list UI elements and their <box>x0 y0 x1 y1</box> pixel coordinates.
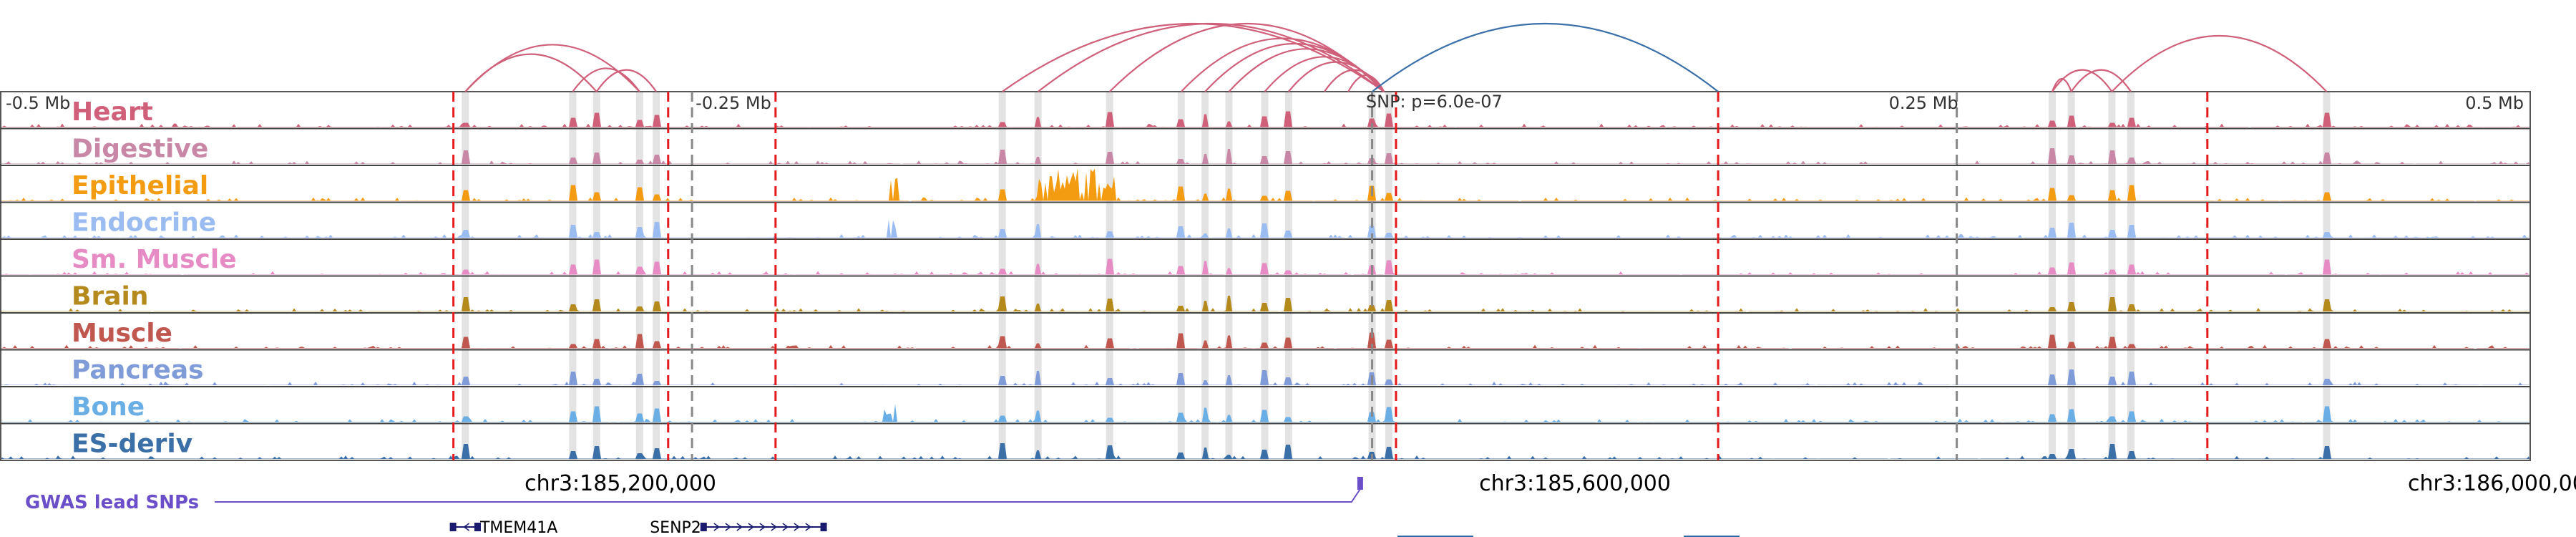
strand-arrow <box>748 523 755 531</box>
signal-digestive <box>0 148 2529 164</box>
strand-arrow <box>759 523 766 531</box>
strand-arrow <box>736 523 743 531</box>
loop-arc <box>572 67 640 92</box>
loop-arc <box>1371 22 1719 92</box>
snp-pvalue-label: SNP: p=6.0e-07 <box>1366 92 1503 112</box>
signal-endocrine <box>0 219 2529 238</box>
gene-track: TMEM41ASENP2LIPHIGF2BP2TRA2BETV5 <box>449 519 1740 537</box>
offset-tick-label: 0.5 Mb <box>2465 93 2524 113</box>
track-label-bone: Bone <box>72 392 145 422</box>
gwas-track-label: GWAS lead SNPs <box>25 492 199 513</box>
offset-tick-label: -0.5 Mb <box>6 93 70 113</box>
signal-tracks <box>0 111 2529 459</box>
track-label-heart: Heart <box>72 97 153 127</box>
signal-muscle <box>0 332 2529 349</box>
gwas-connector <box>215 488 1361 503</box>
loop-arc <box>1323 69 1385 92</box>
track-label-pancreas: Pancreas <box>72 356 204 385</box>
gene-exon <box>474 523 481 531</box>
track-labels: Heart Digestive Epithelial Endocrine Sm. Mus… <box>72 97 237 459</box>
track-label-digestive: Digestive <box>72 135 208 164</box>
coordinate-label: chr3:185,600,000 <box>1479 471 1671 496</box>
track-label-es-deriv: ES-deriv <box>72 430 192 459</box>
coordinate-label: chr3:185,200,000 <box>525 471 716 496</box>
coordinate-axis: chr3:185,200,000 chr3:185,600,000 chr3:186… <box>525 471 2576 496</box>
coordinate-label: chr3:186,000,000 <box>2408 471 2576 496</box>
loop-arc <box>595 69 658 92</box>
gene-exon <box>449 523 457 531</box>
offset-tick-label: 0.25 Mb <box>1889 93 1958 113</box>
offset-axis: -0.5 Mb -0.25 Mb 0.25 Mb 0.5 Mb SNP: p=6.0e-… <box>6 92 2524 113</box>
tad-boundaries <box>452 92 2209 460</box>
loop-arc <box>2051 78 2072 92</box>
signal-brain <box>0 296 2529 311</box>
signal-sm-muscle <box>0 258 2529 275</box>
track-label-endocrine: Endocrine <box>72 208 216 238</box>
strand-arrow <box>805 523 812 531</box>
signal-es-deriv <box>0 443 2529 459</box>
chromatin-loops <box>464 22 2328 92</box>
track-label-muscle: Muscle <box>72 319 172 348</box>
signal-heart <box>0 111 2529 127</box>
gene-exon <box>700 523 707 531</box>
loop-arc <box>2070 69 2132 92</box>
loop-arc <box>464 44 640 92</box>
gwas-track: GWAS lead SNPs <box>25 477 1363 513</box>
loop-arc <box>1287 61 1385 92</box>
gene-label-tmem41a: TMEM41A <box>479 519 557 537</box>
track-label-brain: Brain <box>72 282 148 311</box>
gwas-snp-marker <box>1357 477 1363 490</box>
strand-arrow <box>463 523 470 531</box>
loop-arc <box>1038 22 1385 92</box>
track-label-sm-muscle: Sm. Muscle <box>72 245 237 274</box>
offset-tick-label: -0.25 Mb <box>696 93 771 113</box>
strand-arrow <box>771 523 778 531</box>
strand-arrow <box>782 523 789 531</box>
loop-arc <box>2111 34 2328 92</box>
gene-highlight-box <box>1397 536 1473 537</box>
track-frames <box>0 91 2531 461</box>
gene-exon <box>820 523 827 531</box>
signal-bone <box>0 404 2529 422</box>
loop-arc <box>2051 69 2113 92</box>
strand-arrow <box>794 523 801 531</box>
gene-highlight-box <box>1684 536 1740 537</box>
strand-arrow <box>713 523 721 531</box>
track-label-epithelial: Epithelial <box>72 171 208 200</box>
signal-pancreas <box>0 369 2529 385</box>
strand-arrow <box>725 523 732 531</box>
gene-label-senp2: SENP2 <box>650 519 701 537</box>
